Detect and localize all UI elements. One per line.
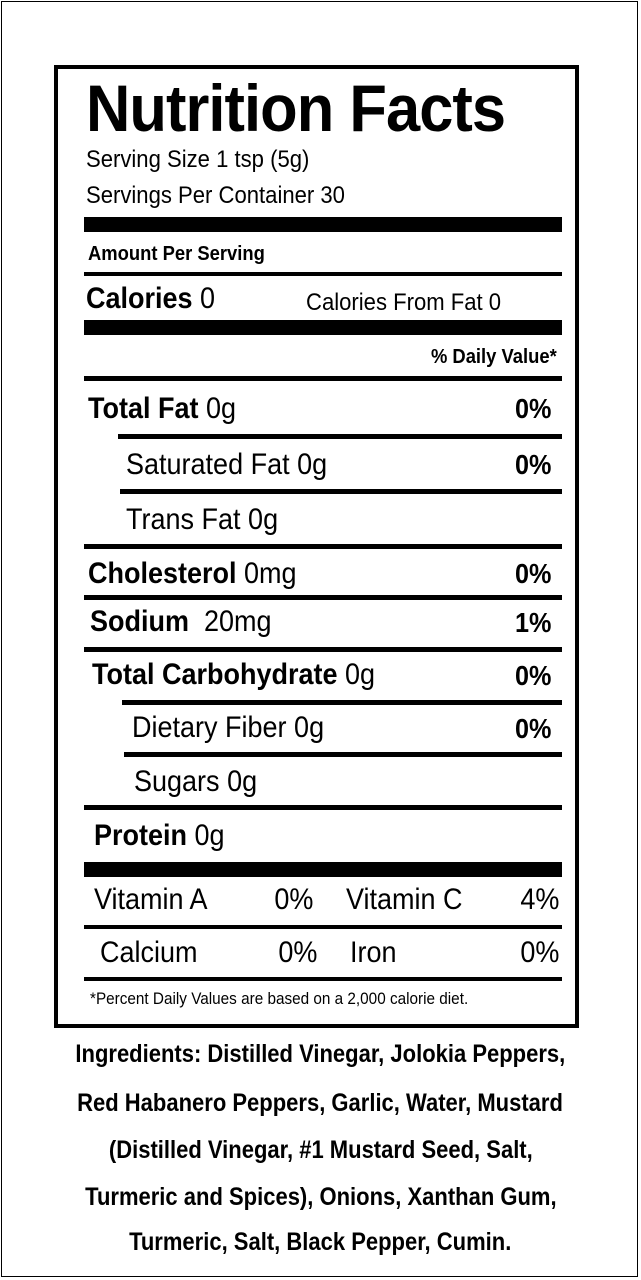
protein-row: Protein 0g [94, 819, 225, 853]
divider [84, 376, 562, 381]
amount-per-serving: Amount Per Serving [88, 243, 265, 265]
iron-label: Iron [350, 936, 397, 969]
calories-value: 0 [200, 282, 216, 315]
vitamin-c-dv: 4% [519, 883, 559, 916]
total-carbohydrate-row: Total Carbohydrate 0g [92, 658, 375, 692]
total-carbohydrate-label: Total Carbohydrate [92, 658, 338, 691]
trans-fat-row: Trans Fat 0g [126, 503, 278, 537]
total-fat-row: Total Fat 0g [88, 392, 236, 426]
divider [120, 489, 562, 494]
divider [84, 544, 562, 549]
divider [118, 434, 562, 439]
sodium-row: Sodium 20mg [90, 605, 272, 639]
protein-value: 0g [194, 819, 225, 852]
saturated-fat-dv: 0% [514, 449, 551, 480]
ingredients-text: Ingredients: Distilled Vinegar, Jolokia … [75, 1040, 566, 1068]
trans-fat-label: Trans Fat [126, 503, 241, 536]
divider [84, 595, 562, 600]
calcium-dv: 0% [277, 936, 317, 969]
ingredients-text: Red Habanero Peppers, Garlic, Water, Mus… [77, 1089, 564, 1117]
ingredients-line: Ingredients: Distilled Vinegar, Jolokia … [0, 1040, 641, 1069]
daily-value-footnote: *Percent Daily Values are based on a 2,0… [90, 989, 469, 1008]
sugars-label: Sugars [134, 765, 220, 798]
divider [84, 272, 562, 276]
cholesterol-label: Cholesterol [88, 557, 237, 590]
nutrition-facts-title: Nutrition Facts [86, 71, 506, 145]
sugars-value: 0g [227, 765, 258, 798]
sodium-dv: 1% [514, 607, 551, 638]
cholesterol-row: Cholesterol 0mg [88, 557, 297, 591]
total-fat-label: Total Fat [88, 392, 199, 425]
sodium-value: 20mg [204, 605, 272, 638]
ingredients-line: Turmeric and Spices), Onions, Xanthan Gu… [0, 1183, 641, 1212]
protein-label: Protein [94, 819, 188, 852]
ingredients-line: Red Habanero Peppers, Garlic, Water, Mus… [0, 1089, 641, 1118]
vitamin-c-label: Vitamin C [346, 883, 463, 916]
divider [84, 977, 562, 981]
dietary-fiber-row: Dietary Fiber 0g [132, 711, 324, 745]
calcium-label: Calcium [100, 936, 198, 969]
ingredients-text: Turmeric, Salt, Black Pepper, Cumin. [129, 1228, 512, 1256]
divider [84, 805, 562, 810]
total-fat-value: 0g [206, 392, 237, 425]
divider [124, 752, 562, 757]
ingredients-text: Turmeric and Spices), Onions, Xanthan Gu… [84, 1183, 557, 1211]
dietary-fiber-label: Dietary Fiber [132, 711, 287, 744]
cholesterol-dv: 0% [514, 558, 551, 589]
divider [84, 647, 562, 652]
saturated-fat-value: 0g [297, 448, 328, 481]
total-carbohydrate-dv: 0% [514, 660, 551, 691]
servings-per-container: Servings Per Container 30 [86, 182, 345, 209]
thick-divider [84, 320, 562, 335]
ingredients-text: (Distilled Vinegar, #1 Mustard Seed, Sal… [108, 1136, 533, 1164]
total-fat-dv: 0% [514, 393, 551, 424]
divider [122, 700, 562, 705]
trans-fat-value: 0g [248, 503, 279, 536]
total-carbohydrate-value: 0g [345, 658, 376, 691]
thick-divider [84, 862, 562, 877]
saturated-fat-label: Saturated Fat [126, 448, 290, 481]
sugars-row: Sugars 0g [134, 765, 257, 799]
calories-row: Calories 0 [86, 282, 215, 316]
saturated-fat-row: Saturated Fat 0g [126, 448, 327, 482]
sodium-label: Sodium [90, 605, 189, 638]
calories-label: Calories [86, 282, 193, 315]
vitamin-a-label: Vitamin A [94, 883, 208, 916]
serving-size: Serving Size 1 tsp (5g) [86, 146, 310, 173]
iron-dv: 0% [519, 936, 559, 969]
ingredients-line: (Distilled Vinegar, #1 Mustard Seed, Sal… [0, 1136, 641, 1165]
calories-from-fat: Calories From Fat 0 [306, 289, 502, 316]
divider [84, 925, 562, 929]
cholesterol-value: 0mg [244, 557, 297, 590]
daily-value-header: % Daily Value* [431, 346, 557, 368]
nutrition-facts-panel [54, 65, 579, 1028]
vitamin-a-dv: 0% [273, 883, 313, 916]
ingredients-line: Turmeric, Salt, Black Pepper, Cumin. [0, 1228, 641, 1257]
dietary-fiber-dv: 0% [514, 713, 551, 744]
thick-divider [84, 217, 562, 232]
dietary-fiber-value: 0g [294, 711, 325, 744]
